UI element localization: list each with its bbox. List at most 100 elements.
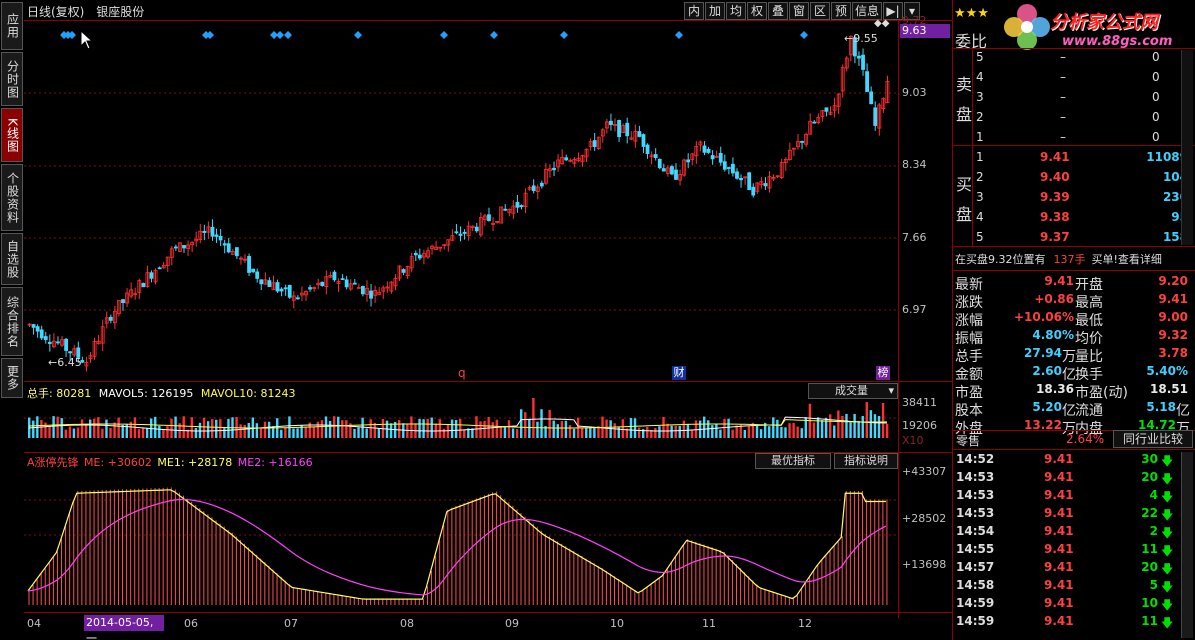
stat-label: 外盘 — [955, 421, 983, 437]
sell-volume: 0 — [1152, 130, 1160, 144]
tick-time: 14:52 — [956, 452, 995, 466]
tick-volume: 2 — [1149, 524, 1158, 538]
stat-label: 量比 — [1075, 349, 1103, 365]
stat-unit: 亿 — [1062, 403, 1076, 419]
toolbar-button-3[interactable]: 权 — [747, 2, 767, 20]
price-axis-label: 8.34 — [902, 158, 927, 171]
toolbar-button-7[interactable]: 预 — [831, 2, 851, 20]
stat-value: 9.00 — [1158, 310, 1188, 324]
tick-volume: 4 — [1149, 488, 1158, 502]
indicator-explain-button[interactable]: 指标说明 — [834, 453, 898, 469]
buy-side-label: 买盘 — [956, 175, 973, 224]
toolbar-button-2[interactable]: 均 — [726, 2, 746, 20]
date-axis-label: 12 — [798, 617, 812, 630]
toolbar-button-9[interactable]: ▶| — [883, 2, 903, 20]
stat-value: 14.72 — [1138, 418, 1176, 432]
orderbook-scrollbar[interactable] — [1181, 50, 1193, 245]
left-tab-6[interactable]: 更多 — [1, 358, 23, 398]
price-axis-label: 7.66 — [902, 231, 927, 244]
stat-label: 最新 — [955, 277, 983, 293]
left-tab-5[interactable]: 综合排名 — [1, 287, 23, 356]
buy-volume: 230 — [1162, 190, 1188, 204]
candlestick-series — [27, 35, 890, 372]
toolbar-button-0[interactable]: 内 — [684, 2, 704, 20]
tick-price: 9.41 — [1044, 596, 1074, 610]
buy-price: 9.39 — [1040, 190, 1070, 204]
sell-volume: 0 — [1152, 70, 1160, 84]
down-arrow-icon: 🡇 — [1161, 580, 1174, 594]
sell-level: 2 — [976, 110, 984, 124]
left-tab-1[interactable]: 分时图 — [1, 52, 23, 106]
date-axis-label: 04 — [27, 617, 41, 630]
indicator-select-volume[interactable]: 成交量 ▾ — [808, 383, 898, 399]
indicator-legend: A涨停先锋 ME: +30602 ME1: +28178 ME2: +16166 — [27, 456, 313, 469]
indicator-axis-label: +43307 — [902, 465, 947, 478]
stat-value: 9.20 — [1158, 274, 1188, 288]
buy-volume: 104 — [1162, 170, 1188, 184]
stat-label: 最低 — [1075, 313, 1103, 329]
tick-volume: 20 — [1141, 470, 1158, 484]
toolbar-button-6[interactable]: 区 — [810, 2, 830, 20]
sell-volume: 0 — [1152, 50, 1160, 64]
marker-rank[interactable]: 榜 — [876, 366, 890, 380]
left-tab-2[interactable]: K线图 — [1, 108, 23, 162]
marker-finance[interactable]: 财 — [672, 366, 686, 380]
best-indicator-button[interactable]: 最优指标 — [755, 453, 831, 469]
mavol10-line — [28, 419, 887, 429]
stat-label: 市盈(动) — [1075, 385, 1128, 401]
stock-name: 银座股份 — [96, 5, 145, 19]
buy-price: 9.37 — [1040, 230, 1070, 244]
sell-side-label: 卖盘 — [956, 75, 973, 124]
buy-level: 4 — [976, 210, 984, 224]
tick-time: 14:59 — [956, 614, 995, 628]
toolbar-button-8[interactable]: 信息 — [852, 2, 882, 20]
tick-time: 14:53 — [956, 506, 995, 520]
sell-level: 3 — [976, 90, 984, 104]
arrow-icons[interactable]: ◆◆ — [874, 18, 890, 29]
stat-value: +0.86 — [1034, 292, 1074, 306]
buy-level: 2 — [976, 170, 984, 184]
left-tab-0[interactable]: 应用 — [1, 2, 23, 50]
tick-price: 9.41 — [1044, 470, 1074, 484]
buy-level: 1 — [976, 150, 984, 164]
toolbar-button-5[interactable]: 窗 — [789, 2, 809, 20]
period-label[interactable]: 日线(复权) — [27, 5, 85, 19]
toolbar-button-1[interactable]: 加 — [705, 2, 725, 20]
buy-volume: 95 — [1171, 210, 1188, 224]
tick-volume: 11 — [1141, 542, 1158, 556]
tick-volume: 20 — [1141, 560, 1158, 574]
down-arrow-icon: 🡇 — [1161, 544, 1174, 558]
buy-level: 5 — [976, 230, 984, 244]
tick-price: 9.41 — [1044, 614, 1074, 628]
date-axis-label: 11 — [702, 617, 716, 630]
tick-list-scrollbar[interactable] — [1181, 452, 1193, 638]
volume-axis-label: 38411 — [902, 396, 937, 409]
tick-price: 9.41 — [1044, 452, 1074, 466]
volume-axis-label: X10 — [902, 434, 924, 447]
tick-price: 9.41 — [1044, 506, 1074, 520]
tick-volume: 5 — [1149, 578, 1158, 592]
me1-line — [27, 489, 886, 600]
toolbar-button-10[interactable]: ▾ — [904, 2, 920, 20]
stat-value: 9.41 — [1158, 292, 1188, 306]
left-tab-3[interactable]: 个股资料 — [1, 164, 23, 231]
buy-volume: 11089 — [1146, 150, 1188, 164]
industry-compare-button[interactable]: 同行业比较 — [1113, 430, 1193, 448]
stat-value: +10.06% — [1013, 310, 1074, 324]
stat-value: 18.51 — [1150, 382, 1188, 396]
toolbar-button-4[interactable]: 叠 — [768, 2, 788, 20]
stat-value: 2.60 — [1032, 364, 1062, 378]
chart-area[interactable] — [24, 20, 952, 637]
tick-volume: 10 — [1141, 596, 1158, 610]
stat-value: 5.20 — [1032, 400, 1062, 414]
stat-label: 流通 — [1075, 403, 1103, 419]
marker-q[interactable]: q — [458, 366, 466, 380]
date-axis-label: 08 — [400, 617, 414, 630]
tick-volume: 22 — [1141, 506, 1158, 520]
down-arrow-icon: 🡇 — [1161, 616, 1174, 630]
stat-label: 涨幅 — [955, 313, 983, 329]
order-notice[interactable]: 在买盘9.32位置有 137手 买单!查看详细 — [955, 253, 1162, 266]
tick-time: 14:55 — [956, 542, 995, 556]
left-tab-4[interactable]: 自选股 — [1, 233, 23, 285]
